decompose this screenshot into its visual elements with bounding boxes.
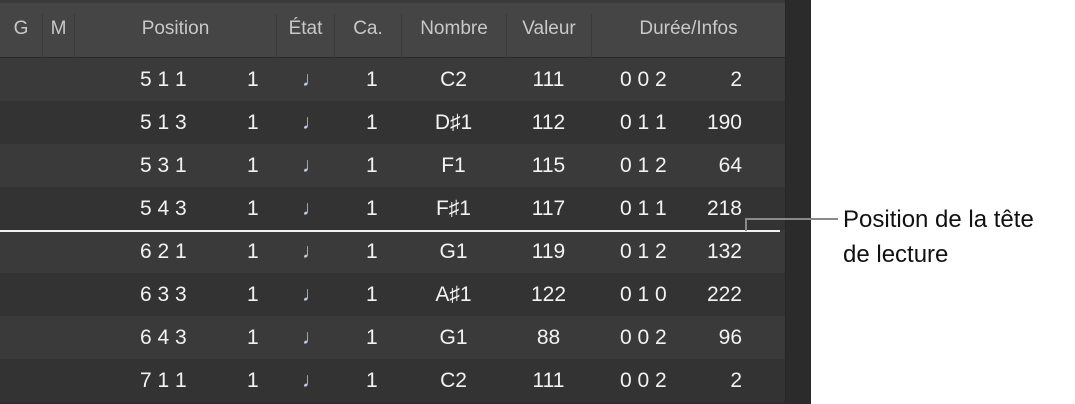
- header-status[interactable]: État: [276, 14, 334, 58]
- channel-cell: 1: [366, 154, 378, 177]
- number-cell: G1: [439, 240, 468, 263]
- note-icon: ♩: [302, 240, 323, 263]
- note-icon: ♩: [302, 154, 323, 177]
- table-row[interactable]: 7 1 1 1 ♩ 1 C2 111 0 0 2 2: [0, 359, 785, 402]
- table-row[interactable]: 6 3 3 1 ♩ 1 A♯1 122 0 1 0 222: [0, 273, 785, 316]
- playhead-callout: Position de la tête de lecture: [843, 202, 1034, 272]
- header-g[interactable]: G: [13, 18, 29, 39]
- number-cell: A♯1: [435, 283, 472, 306]
- playhead-line[interactable]: [0, 230, 780, 232]
- scrollbar[interactable]: [785, 0, 811, 404]
- note-icon: ♩: [302, 326, 323, 349]
- table-row[interactable]: 6 4 3 1 ♩ 1 G1 88 0 0 2 96: [0, 316, 785, 359]
- position-tick-cell: 1: [247, 240, 259, 263]
- header-length-info[interactable]: Durée/Infos: [591, 14, 785, 58]
- value-cell: 115: [531, 154, 566, 177]
- value-cell: 111: [532, 369, 565, 392]
- header-position[interactable]: Position: [74, 14, 276, 58]
- note-icon: ♩: [302, 283, 323, 306]
- note-icon: ♩: [302, 197, 323, 220]
- number-cell: C2: [440, 68, 467, 91]
- length-cell: 0 1 2: [620, 154, 667, 177]
- position-cell: 6 3 3: [140, 283, 187, 306]
- channel-cell: 1: [366, 68, 378, 91]
- position-cell: 5 1 3: [140, 111, 187, 134]
- channel-cell: 1: [366, 111, 378, 134]
- note-icon: ♩: [302, 111, 323, 134]
- channel-cell: 1: [366, 197, 378, 220]
- note-icon: ♩: [302, 68, 323, 91]
- info-cell: 2: [730, 68, 742, 91]
- position-tick-cell: 1: [247, 154, 259, 177]
- info-cell: 218: [706, 197, 742, 220]
- channel-cell: 1: [366, 283, 378, 306]
- number-cell: D♯1: [434, 111, 473, 134]
- info-cell: 222: [706, 283, 742, 306]
- table-row[interactable]: 6 2 1 1 ♩ 1 G1 119 0 1 2 132: [0, 230, 785, 273]
- value-cell: 119: [531, 240, 566, 263]
- header-number[interactable]: Nombre: [401, 14, 506, 58]
- value-cell: 111: [532, 68, 565, 91]
- header-m[interactable]: M: [42, 14, 74, 58]
- position-cell: 5 4 3: [140, 197, 187, 220]
- info-cell: 64: [718, 154, 742, 177]
- value-cell: 112: [531, 111, 566, 134]
- value-cell: 122: [530, 283, 567, 306]
- length-cell: 0 0 2: [620, 369, 667, 392]
- number-cell: G1: [439, 326, 468, 349]
- position-cell: 6 4 3: [140, 326, 187, 349]
- table-row[interactable]: 5 4 3 1 ♩ 1 F♯1 117 0 1 1 218: [0, 187, 785, 230]
- column-header: G M Position État Ca. Nombre Valeur Duré…: [0, 0, 785, 58]
- position-tick-cell: 1: [247, 369, 259, 392]
- event-list-panel: G M Position État Ca. Nombre Valeur Duré…: [0, 0, 811, 404]
- info-cell: 96: [718, 326, 742, 349]
- channel-cell: 1: [366, 326, 378, 349]
- table-row[interactable]: 5 3 1 1 ♩ 1 F1 115 0 1 2 64: [0, 144, 785, 187]
- info-cell: 190: [706, 111, 742, 134]
- length-cell: 0 0 2: [620, 326, 667, 349]
- length-cell: 0 1 2: [620, 240, 667, 263]
- callout-leader-line: [745, 218, 838, 220]
- header-channel[interactable]: Ca.: [334, 14, 401, 58]
- position-cell: 5 1 1: [140, 68, 187, 91]
- number-cell: C2: [440, 369, 467, 392]
- channel-cell: 1: [366, 369, 378, 392]
- position-cell: 6 2 1: [140, 240, 187, 263]
- position-tick-cell: 1: [247, 326, 259, 349]
- position-tick-cell: 1: [247, 197, 259, 220]
- callout-leader-line: [745, 218, 747, 231]
- table-row[interactable]: 5 1 3 1 ♩ 1 D♯1 112 0 1 1 190: [0, 101, 785, 144]
- info-cell: 132: [706, 240, 742, 263]
- info-cell: 2: [730, 369, 742, 392]
- note-icon: ♩: [302, 369, 323, 392]
- length-cell: 0 1 1: [620, 197, 667, 220]
- position-tick-cell: 1: [247, 283, 259, 306]
- position-cell: 5 3 1: [140, 154, 187, 177]
- length-cell: 0 0 2: [620, 68, 667, 91]
- channel-cell: 1: [366, 240, 378, 263]
- number-cell: F♯1: [435, 197, 471, 220]
- callout-line-1: Position de la tête: [843, 206, 1034, 233]
- table-row[interactable]: 5 1 1 1 ♩ 1 C2 111 0 0 2 2: [0, 58, 785, 101]
- value-cell: 117: [531, 197, 566, 220]
- length-cell: 0 1 0: [620, 283, 667, 306]
- number-cell: F1: [441, 154, 466, 177]
- value-cell: 88: [536, 326, 561, 349]
- position-cell: 7 1 1: [140, 369, 187, 392]
- length-cell: 0 1 1: [620, 111, 667, 134]
- position-tick-cell: 1: [247, 111, 259, 134]
- header-value[interactable]: Valeur: [506, 14, 591, 58]
- position-tick-cell: 1: [247, 68, 259, 91]
- callout-line-2: de lecture: [843, 241, 949, 268]
